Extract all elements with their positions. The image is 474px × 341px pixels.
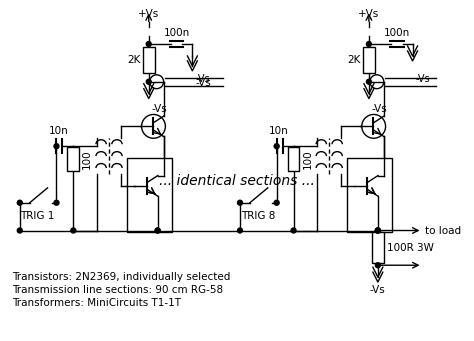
Text: 100: 100 <box>82 149 92 169</box>
Circle shape <box>155 228 160 233</box>
Text: +Vs: +Vs <box>358 9 380 19</box>
Text: Transistors: 2N2369, individually selected: Transistors: 2N2369, individually select… <box>12 272 230 282</box>
Bar <box>143 47 155 73</box>
Bar <box>372 233 384 263</box>
Circle shape <box>274 144 279 149</box>
Text: 100: 100 <box>302 149 312 169</box>
Circle shape <box>18 200 22 205</box>
Text: ... identical sections ...: ... identical sections ... <box>159 174 315 188</box>
Circle shape <box>291 228 296 233</box>
Circle shape <box>71 228 76 233</box>
Text: -Vs: -Vs <box>195 78 211 88</box>
Text: -Vs: -Vs <box>372 104 388 114</box>
Circle shape <box>366 42 372 46</box>
Text: +Vs: +Vs <box>138 9 159 19</box>
Circle shape <box>18 228 22 233</box>
Circle shape <box>146 79 151 84</box>
Text: -Vs: -Vs <box>370 285 386 295</box>
Bar <box>288 147 300 171</box>
Text: -Vs: -Vs <box>416 74 430 84</box>
Circle shape <box>274 200 279 205</box>
Circle shape <box>54 200 59 205</box>
Text: -Vs: -Vs <box>152 104 167 114</box>
Bar <box>347 158 392 233</box>
Circle shape <box>237 200 243 205</box>
Bar <box>363 47 375 73</box>
Circle shape <box>146 42 151 46</box>
Circle shape <box>54 144 59 149</box>
Text: 2K: 2K <box>347 55 361 65</box>
Text: 100R 3W: 100R 3W <box>387 243 434 253</box>
Text: 2K: 2K <box>128 55 141 65</box>
Bar <box>67 147 79 171</box>
Circle shape <box>375 228 380 233</box>
Circle shape <box>366 79 372 84</box>
Circle shape <box>375 228 380 233</box>
Bar <box>127 158 172 233</box>
Circle shape <box>155 228 160 233</box>
Text: 100n: 100n <box>383 28 410 38</box>
Text: Transformers: MiniCircuits T1-1T: Transformers: MiniCircuits T1-1T <box>12 298 181 308</box>
Text: -Vs: -Vs <box>195 74 210 84</box>
Circle shape <box>375 228 380 233</box>
Text: TRIG 8: TRIG 8 <box>241 211 275 221</box>
Text: 100n: 100n <box>164 28 190 38</box>
Text: to load: to load <box>426 225 462 236</box>
Text: 10n: 10n <box>269 126 289 136</box>
Circle shape <box>237 228 243 233</box>
Text: 10n: 10n <box>49 126 68 136</box>
Text: TRIG 1: TRIG 1 <box>20 211 55 221</box>
Text: Transmission line sections: 90 cm RG-58: Transmission line sections: 90 cm RG-58 <box>12 285 223 295</box>
Circle shape <box>375 263 380 268</box>
